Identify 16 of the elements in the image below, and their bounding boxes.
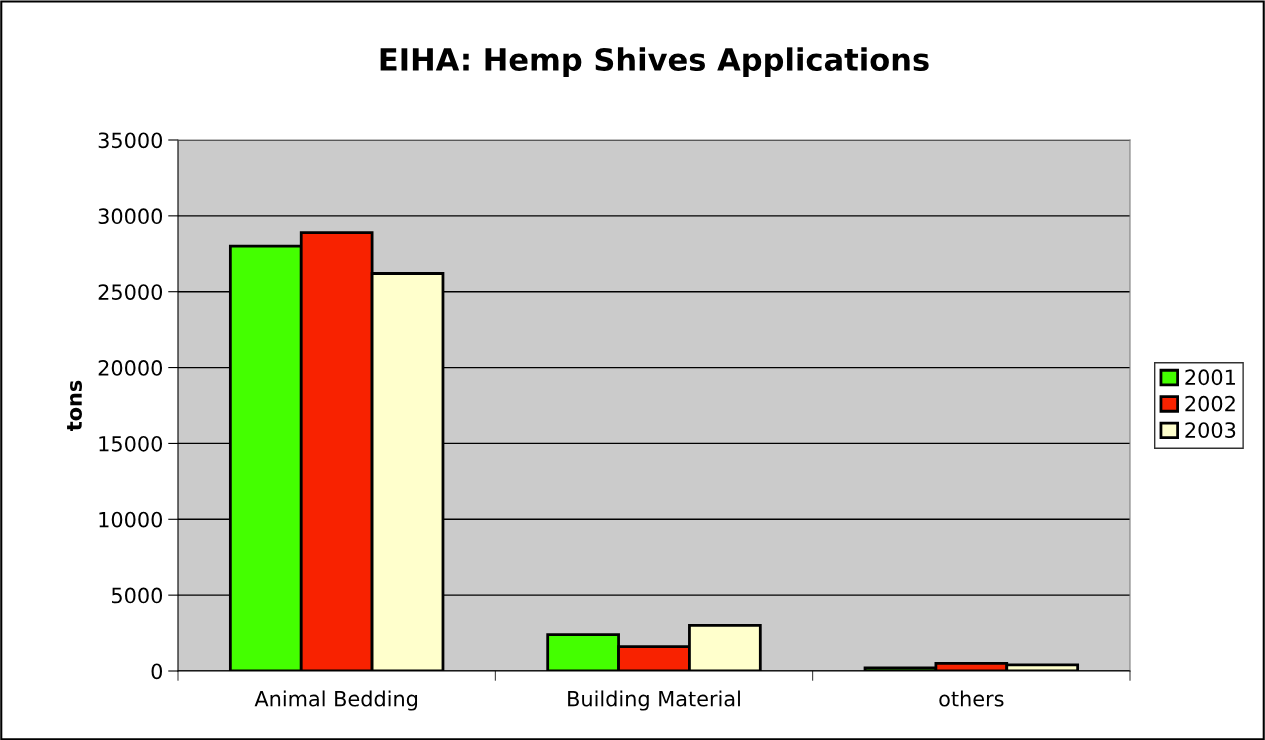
y-axis-title: tons	[67, 380, 82, 431]
x-tick-label: Animal Bedding	[254, 690, 418, 711]
x-tick-label: others	[939, 690, 1004, 707]
legend-label: 2003	[1185, 422, 1236, 438]
y-tick-label: 5000	[112, 587, 163, 604]
y-tick-label: 15000	[99, 435, 163, 452]
y-tick-label: 35000	[98, 132, 163, 149]
legend-label: 2001	[1185, 369, 1235, 386]
y-tick-label: 20000	[98, 360, 163, 376]
y-tick-label: 10000	[99, 511, 163, 528]
chart-title: EIHA: Hemp Shives Applications	[380, 47, 929, 77]
y-tick-label: 30000	[98, 208, 163, 225]
legend-label: 2002	[1185, 395, 1235, 412]
x-tick-label: Building Material	[568, 690, 740, 711]
y-tick-label: 0	[151, 663, 163, 680]
y-tick-label: 25000	[98, 284, 163, 300]
